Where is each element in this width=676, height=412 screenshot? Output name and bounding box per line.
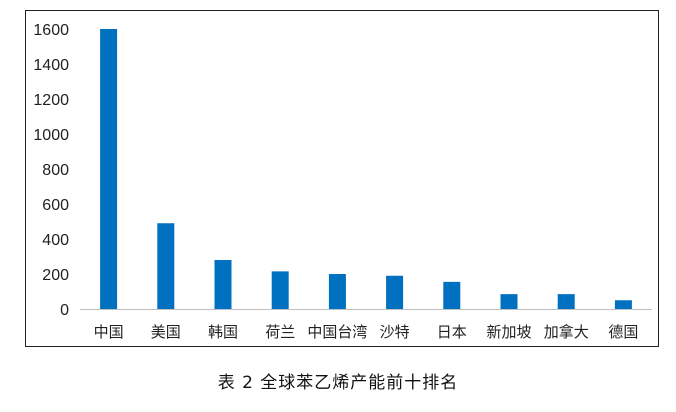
y-tick-label: 1600 xyxy=(33,22,69,39)
y-tick-label: 1400 xyxy=(33,57,69,74)
x-tick-label: 沙特 xyxy=(380,323,410,341)
bar xyxy=(386,275,404,309)
bar xyxy=(214,260,232,309)
y-tick-label: 400 xyxy=(42,232,69,249)
x-tick-label: 加拿大 xyxy=(544,323,589,341)
y-tick-label: 1000 xyxy=(33,127,69,144)
bar xyxy=(328,274,346,309)
x-tick-label: 荷兰 xyxy=(265,323,295,341)
bars xyxy=(100,29,632,309)
bar xyxy=(271,271,289,309)
y-tick-label: 200 xyxy=(42,267,69,284)
figure-caption: 表 2 全球苯乙烯产能前十排名 xyxy=(217,373,459,393)
y-tick-label: 0 xyxy=(60,302,69,319)
x-tick-label: 中国 xyxy=(94,323,124,341)
x-tick-label: 新加坡 xyxy=(486,323,531,341)
bar-chart: 0 200 400 600 800 1000 1200 1400 1600 中国 美国 韩国 荷兰 中国… xyxy=(33,22,652,341)
x-tick-label: 日本 xyxy=(437,323,467,341)
x-tick-label: 中国台湾 xyxy=(307,323,367,341)
bar xyxy=(157,223,175,309)
y-tick-label: 1200 xyxy=(33,92,69,109)
bar xyxy=(557,294,575,309)
bar xyxy=(614,300,632,309)
bar xyxy=(500,294,518,309)
y-tick-label: 600 xyxy=(42,197,69,214)
x-tick-label: 美国 xyxy=(151,323,181,341)
bar xyxy=(443,281,461,309)
y-tick-label: 800 xyxy=(42,162,69,179)
x-tick-label: 韩国 xyxy=(208,323,238,341)
x-tick-label: 德国 xyxy=(608,323,638,341)
bar xyxy=(100,29,118,309)
y-axis-labels: 0 200 400 600 800 1000 1200 1400 1600 xyxy=(33,22,69,319)
x-axis-labels: 中国 美国 韩国 荷兰 中国台湾 沙特 日本 新加坡 加拿大 德国 xyxy=(94,323,639,341)
